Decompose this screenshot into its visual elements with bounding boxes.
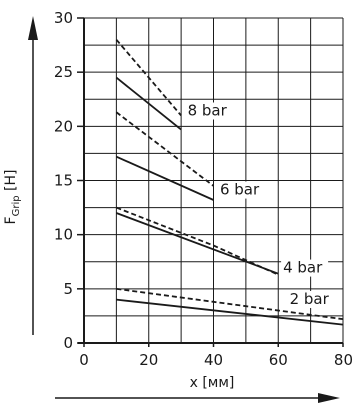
y-axis-title-main: F xyxy=(3,216,19,224)
series-line-8-bar-dashed xyxy=(115,39,182,117)
series-line-2-bar-dashed xyxy=(116,287,344,321)
y-tick-label: 0 xyxy=(63,334,73,352)
curve-label-background xyxy=(185,102,233,120)
y-tick-label: 30 xyxy=(54,9,73,27)
curve-label-background xyxy=(217,181,265,199)
y-tick-label: 5 xyxy=(63,280,73,298)
series-line-6-bar-dashed xyxy=(115,111,215,187)
y-axis-title: FGrip [H] xyxy=(3,170,22,225)
y-axis-title-unit: [H] xyxy=(3,170,19,196)
x-tick-label: 20 xyxy=(139,351,158,369)
y-tick-label: 15 xyxy=(54,172,73,190)
axes: 0 5 10 15 20 25 30 0 20 40 60 80 xyxy=(28,9,353,403)
series-line-6-bar-solid xyxy=(116,155,214,201)
curve-label-8-bar: 8 bar xyxy=(188,102,228,120)
x-axis-arrow-head xyxy=(318,393,340,403)
curve-label-6-bar: 6 bar xyxy=(220,181,260,199)
labels: 8 bar 6 bar 4 bar 2 bar xyxy=(185,102,335,308)
y-axis-arrow-head xyxy=(28,16,38,40)
x-axis-title: x [мм] xyxy=(190,375,235,391)
series xyxy=(115,39,344,326)
x-tick-label: 0 xyxy=(79,351,89,369)
y-tick-label: 25 xyxy=(54,63,73,81)
x-tick-label: 60 xyxy=(269,351,288,369)
curve-label-4-bar: 4 bar xyxy=(283,259,323,277)
grid xyxy=(84,17,344,343)
series-line-4-bar-dashed xyxy=(116,206,279,276)
curve-label-background xyxy=(287,291,335,308)
curve-label-background xyxy=(281,259,329,277)
y-tick-label: 10 xyxy=(54,226,73,244)
series-line-4-bar-solid xyxy=(116,212,279,275)
curve-label-2-bar: 2 bar xyxy=(290,290,330,308)
y-axis-title-sub: Grip xyxy=(11,195,22,216)
series-line-8-bar-solid xyxy=(115,76,182,131)
y-tick-label: 20 xyxy=(54,117,73,135)
axis-titles: x [мм] FGrip [H] xyxy=(3,170,234,391)
x-tick-label: 40 xyxy=(204,351,223,369)
series-line-2-bar-solid xyxy=(116,298,344,326)
x-tick-label: 80 xyxy=(334,351,353,369)
